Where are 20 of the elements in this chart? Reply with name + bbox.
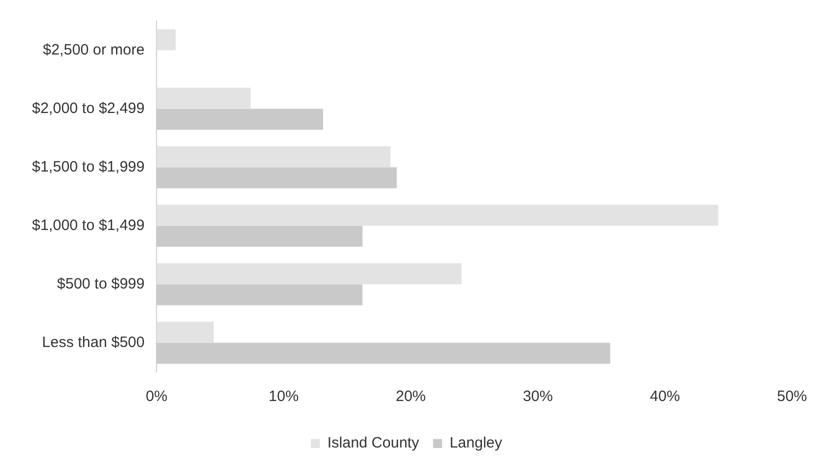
bar	[156, 88, 251, 109]
x-tick-label: 10%	[268, 388, 299, 406]
bar	[156, 204, 718, 226]
legend-label: Langley	[450, 434, 503, 452]
x-tick-label: 0%	[146, 388, 168, 406]
bar	[156, 146, 390, 168]
bar	[156, 29, 176, 50]
x-tick-label: 50%	[776, 388, 808, 406]
x-tick-label: 40%	[650, 388, 680, 406]
y-tick-label: $1,500 to $1,999	[32, 158, 145, 176]
bar	[156, 263, 462, 284]
x-tick-label: 20%	[396, 388, 426, 406]
y-tick-label: $2,500 or more	[42, 41, 145, 58]
y-tick-label: $2,000 to $2,499	[32, 100, 145, 117]
bar	[156, 322, 214, 343]
y-tick-label: $1,000 to $1,499	[32, 216, 145, 234]
legend-label: Island County	[327, 434, 420, 452]
x-tick-label: 30%	[522, 388, 553, 406]
y-tick-label: $500 to $999	[57, 275, 145, 292]
y-tick-label: Less than $500	[42, 334, 145, 351]
